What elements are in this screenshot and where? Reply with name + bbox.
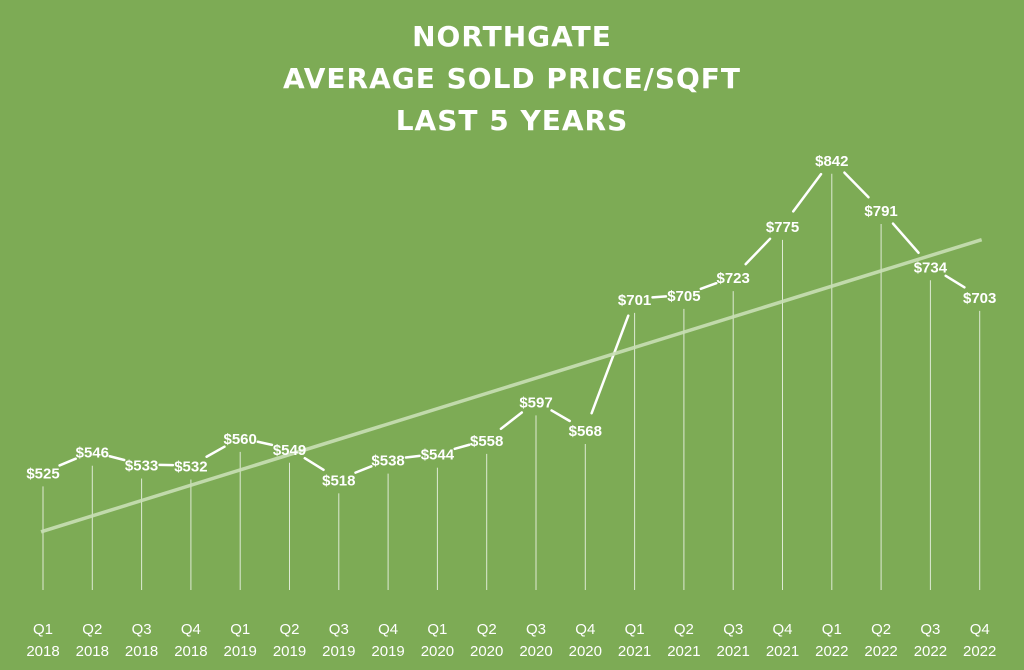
data-label: $775	[766, 219, 799, 236]
data-label: $734	[914, 259, 948, 276]
series-segment	[205, 445, 226, 458]
series-segment	[891, 222, 920, 254]
x-tick-quarter: Q4	[772, 621, 792, 638]
series-segment	[108, 454, 126, 462]
data-label: $533	[125, 458, 158, 475]
x-tick-quarter: Q2	[82, 621, 102, 638]
data-label: $549	[273, 442, 306, 459]
x-tick-year: 2018	[26, 643, 59, 660]
x-tick-year: 2020	[519, 643, 552, 660]
series-segment	[256, 440, 274, 447]
x-tick-year: 2019	[371, 643, 404, 660]
x-tick-year: 2019	[224, 643, 257, 660]
x-tick-quarter: Q3	[329, 621, 349, 638]
x-tick-year: 2018	[125, 643, 158, 660]
x-tick-year: 2022	[914, 643, 947, 660]
data-label: $842	[815, 153, 848, 170]
x-tick-quarter: Q3	[723, 621, 743, 638]
data-label: $546	[76, 445, 109, 462]
data-label: $705	[667, 288, 700, 305]
data-label: $518	[322, 472, 355, 489]
x-tick-quarter: Q2	[674, 621, 694, 638]
x-tick-quarter: Q2	[477, 621, 497, 638]
series-segment	[843, 171, 870, 199]
x-tick-year: 2019	[273, 643, 306, 660]
data-label: $538	[371, 453, 404, 470]
x-tick-quarter: Q1	[822, 621, 842, 638]
x-tick-quarter: Q1	[33, 621, 53, 638]
series-segment	[699, 281, 718, 291]
data-label: $791	[864, 203, 897, 220]
chart-title-line-1: NORTHGATE	[412, 20, 612, 53]
x-tick-year: 2020	[470, 643, 503, 660]
data-label: $525	[26, 465, 59, 482]
series-segment	[651, 295, 668, 299]
x-tick-year: 2022	[864, 643, 897, 660]
series-segment	[404, 454, 421, 459]
x-tick-year: 2021	[618, 643, 651, 660]
x-tick-year: 2022	[963, 643, 996, 660]
x-tick-year: 2020	[421, 643, 454, 660]
series-segment	[58, 457, 77, 467]
data-label: $544	[421, 447, 455, 464]
x-tick-year: 2018	[76, 643, 109, 660]
x-tick-year: 2019	[322, 643, 355, 660]
data-label: $597	[519, 394, 552, 411]
x-tick-year: 2020	[569, 643, 602, 660]
series-segment	[792, 172, 823, 213]
data-label: $703	[963, 290, 996, 307]
x-tick-year: 2021	[667, 643, 700, 660]
data-label: $532	[174, 459, 207, 476]
x-tick-quarter: Q2	[279, 621, 299, 638]
x-tick-year: 2021	[717, 643, 750, 660]
x-tick-quarter: Q1	[427, 621, 447, 638]
x-tick-quarter: Q1	[625, 621, 645, 638]
series-segment	[354, 465, 373, 474]
x-tick-quarter: Q4	[378, 621, 398, 638]
data-label: $558	[470, 433, 503, 450]
trendline	[40, 237, 983, 534]
x-tick-year: 2018	[174, 643, 207, 660]
data-label: $723	[717, 270, 750, 287]
series-segment	[303, 456, 325, 472]
series-segment	[550, 409, 571, 423]
x-tick-quarter: Q4	[970, 621, 990, 638]
data-label: $701	[618, 292, 651, 309]
x-tick-quarter: Q3	[920, 621, 940, 638]
x-tick-quarter: Q3	[132, 621, 152, 638]
series-segment	[453, 443, 471, 451]
series-segment	[590, 314, 630, 415]
data-label: $568	[569, 423, 602, 440]
x-tick-quarter: Q3	[526, 621, 546, 638]
x-tick-year: 2021	[766, 643, 799, 660]
x-tick-quarter: Q4	[575, 621, 595, 638]
x-tick-year: 2022	[815, 643, 848, 660]
chart-title-line-2: AVERAGE SOLD PRICE/SQFT	[282, 62, 742, 95]
x-tick-quarter: Q4	[181, 621, 201, 638]
data-label: $560	[224, 431, 257, 448]
chart-title-line-3: LAST 5 YEARS	[395, 104, 629, 137]
series-segment	[499, 411, 524, 431]
x-tick-quarter: Q2	[871, 621, 891, 638]
series-segment	[944, 274, 966, 289]
series-segment	[744, 237, 772, 266]
x-tick-quarter: Q1	[230, 621, 250, 638]
